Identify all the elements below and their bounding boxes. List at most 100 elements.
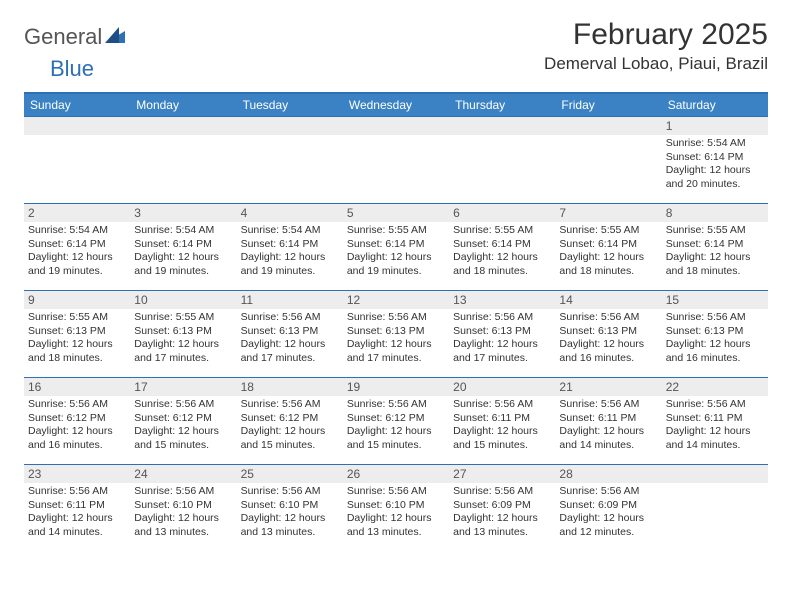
day-body: Sunrise: 5:54 AMSunset: 6:14 PMDaylight:…	[666, 137, 764, 192]
sunset-line: Sunset: 6:11 PM	[453, 412, 551, 426]
sunset-line: Sunset: 6:12 PM	[347, 412, 445, 426]
day-cell: 17Sunrise: 5:56 AMSunset: 6:12 PMDayligh…	[130, 378, 236, 464]
day-body: Sunrise: 5:56 AMSunset: 6:10 PMDaylight:…	[347, 485, 445, 540]
day-number: 13	[449, 291, 555, 309]
daylight-line: Daylight: 12 hours and 15 minutes.	[134, 425, 232, 452]
day-body: Sunrise: 5:56 AMSunset: 6:11 PMDaylight:…	[28, 485, 126, 540]
day-number: 14	[555, 291, 661, 309]
week-row: 2Sunrise: 5:54 AMSunset: 6:14 PMDaylight…	[24, 203, 768, 290]
day-body: Sunrise: 5:56 AMSunset: 6:13 PMDaylight:…	[666, 311, 764, 366]
day-number: 22	[662, 378, 768, 396]
day-number: 28	[555, 465, 661, 483]
daylight-line: Daylight: 12 hours and 13 minutes.	[134, 512, 232, 539]
sunrise-line: Sunrise: 5:56 AM	[28, 485, 126, 499]
sunset-line: Sunset: 6:13 PM	[559, 325, 657, 339]
day-body: Sunrise: 5:55 AMSunset: 6:13 PMDaylight:…	[134, 311, 232, 366]
dow-row: Sunday Monday Tuesday Wednesday Thursday…	[24, 94, 768, 116]
day-number: 21	[555, 378, 661, 396]
day-cell: 10Sunrise: 5:55 AMSunset: 6:13 PMDayligh…	[130, 291, 236, 377]
dow-saturday: Saturday	[662, 94, 768, 116]
daylight-line: Daylight: 12 hours and 16 minutes.	[559, 338, 657, 365]
daylight-line: Daylight: 12 hours and 18 minutes.	[666, 251, 764, 278]
day-cell: 4Sunrise: 5:54 AMSunset: 6:14 PMDaylight…	[237, 204, 343, 290]
title-block: February 2025 Demerval Lobao, Piaui, Bra…	[544, 18, 768, 74]
daylight-line: Daylight: 12 hours and 19 minutes.	[241, 251, 339, 278]
daylight-line: Daylight: 12 hours and 13 minutes.	[241, 512, 339, 539]
day-number: 26	[343, 465, 449, 483]
day-body: Sunrise: 5:55 AMSunset: 6:13 PMDaylight:…	[28, 311, 126, 366]
day-cell	[343, 117, 449, 203]
daylight-line: Daylight: 12 hours and 14 minutes.	[559, 425, 657, 452]
day-body: Sunrise: 5:56 AMSunset: 6:13 PMDaylight:…	[559, 311, 657, 366]
sunrise-line: Sunrise: 5:56 AM	[453, 485, 551, 499]
day-body: Sunrise: 5:56 AMSunset: 6:10 PMDaylight:…	[134, 485, 232, 540]
day-body: Sunrise: 5:55 AMSunset: 6:14 PMDaylight:…	[347, 224, 445, 279]
daylight-line: Daylight: 12 hours and 12 minutes.	[559, 512, 657, 539]
day-number: 16	[24, 378, 130, 396]
day-number	[555, 117, 661, 135]
sunset-line: Sunset: 6:11 PM	[28, 499, 126, 513]
logo-text-general: General	[24, 24, 102, 50]
day-cell: 26 Sunrise: 5:56 AMSunset: 6:10 PMDayligh…	[343, 465, 449, 551]
day-number: 6	[449, 204, 555, 222]
sunrise-line: Sunrise: 5:56 AM	[134, 485, 232, 499]
day-body: Sunrise: 5:55 AMSunset: 6:14 PMDaylight:…	[559, 224, 657, 279]
day-number: 18	[237, 378, 343, 396]
sunset-line: Sunset: 6:14 PM	[347, 238, 445, 252]
day-cell: 16Sunrise: 5:56 AMSunset: 6:12 PMDayligh…	[24, 378, 130, 464]
day-body: Sunrise: 5:56 AMSunset: 6:11 PMDaylight:…	[453, 398, 551, 453]
day-cell	[237, 117, 343, 203]
dow-thursday: Thursday	[449, 94, 555, 116]
day-body: Sunrise: 5:56 AMSunset: 6:13 PMDaylight:…	[347, 311, 445, 366]
sunrise-line: Sunrise: 5:56 AM	[241, 485, 339, 499]
sunset-line: Sunset: 6:09 PM	[559, 499, 657, 513]
daylight-line: Daylight: 12 hours and 13 minutes.	[453, 512, 551, 539]
sunrise-line: Sunrise: 5:56 AM	[453, 311, 551, 325]
day-cell	[24, 117, 130, 203]
day-body: Sunrise: 5:56 AMSunset: 6:09 PMDaylight:…	[559, 485, 657, 540]
sunset-line: Sunset: 6:14 PM	[559, 238, 657, 252]
daylight-line: Daylight: 12 hours and 15 minutes.	[347, 425, 445, 452]
day-number: 12	[343, 291, 449, 309]
day-cell: 23Sunrise: 5:56 AMSunset: 6:11 PMDayligh…	[24, 465, 130, 551]
sunset-line: Sunset: 6:13 PM	[134, 325, 232, 339]
day-number: 1	[662, 117, 768, 135]
sunset-line: Sunset: 6:09 PM	[453, 499, 551, 513]
day-cell: 13Sunrise: 5:56 AMSunset: 6:13 PMDayligh…	[449, 291, 555, 377]
day-number: 9	[24, 291, 130, 309]
day-body: Sunrise: 5:56 AMSunset: 6:09 PMDaylight:…	[453, 485, 551, 540]
daylight-line: Daylight: 12 hours and 17 minutes.	[453, 338, 551, 365]
daylight-line: Daylight: 12 hours and 15 minutes.	[453, 425, 551, 452]
daylight-line: Daylight: 12 hours and 17 minutes.	[134, 338, 232, 365]
day-body: Sunrise: 5:55 AMSunset: 6:14 PMDaylight:…	[453, 224, 551, 279]
sunrise-line: Sunrise: 5:56 AM	[559, 485, 657, 499]
day-number	[24, 117, 130, 135]
sunset-line: Sunset: 6:11 PM	[666, 412, 764, 426]
daylight-line: Daylight: 12 hours and 18 minutes.	[453, 251, 551, 278]
day-body: Sunrise: 5:56 AMSunset: 6:11 PMDaylight:…	[666, 398, 764, 453]
day-number: 19	[343, 378, 449, 396]
day-number: 7	[555, 204, 661, 222]
day-number	[449, 117, 555, 135]
dow-tuesday: Tuesday	[237, 94, 343, 116]
day-cell: 1 Sunrise: 5:54 AMSunset: 6:14 PMDaylight…	[662, 117, 768, 203]
dow-monday: Monday	[130, 94, 236, 116]
sunset-line: Sunset: 6:14 PM	[134, 238, 232, 252]
day-number	[662, 465, 768, 483]
sunset-line: Sunset: 6:14 PM	[666, 238, 764, 252]
dow-wednesday: Wednesday	[343, 94, 449, 116]
sunset-line: Sunset: 6:10 PM	[347, 499, 445, 513]
sunrise-line: Sunrise: 5:56 AM	[134, 398, 232, 412]
sunset-line: Sunset: 6:14 PM	[28, 238, 126, 252]
sunrise-line: Sunrise: 5:54 AM	[666, 137, 764, 151]
sunrise-line: Sunrise: 5:54 AM	[28, 224, 126, 238]
day-number: 27	[449, 465, 555, 483]
sunset-line: Sunset: 6:10 PM	[134, 499, 232, 513]
day-number: 5	[343, 204, 449, 222]
sunrise-line: Sunrise: 5:56 AM	[241, 311, 339, 325]
day-body: Sunrise: 5:54 AMSunset: 6:14 PMDaylight:…	[241, 224, 339, 279]
day-cell: 19 Sunrise: 5:56 AMSunset: 6:12 PMDayligh…	[343, 378, 449, 464]
day-cell: 21Sunrise: 5:56 AMSunset: 6:11 PMDayligh…	[555, 378, 661, 464]
day-body: Sunrise: 5:56 AMSunset: 6:12 PMDaylight:…	[347, 398, 445, 453]
sunrise-line: Sunrise: 5:55 AM	[666, 224, 764, 238]
